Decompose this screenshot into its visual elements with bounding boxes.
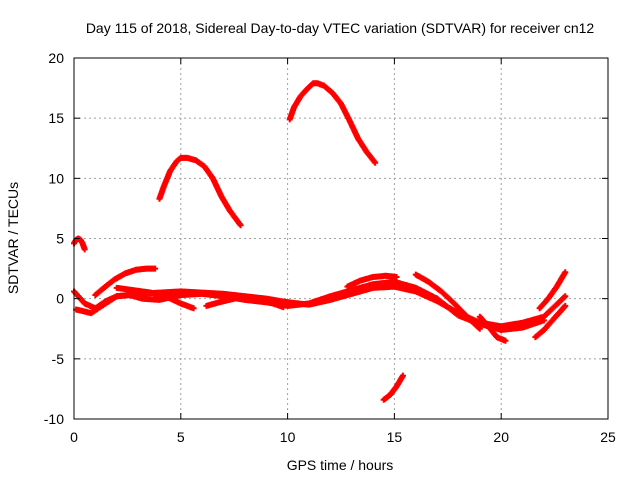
series-arc-11	[412, 271, 483, 332]
data-point	[476, 325, 483, 332]
series-arc-8	[113, 284, 197, 312]
y-tick-label: -5	[52, 351, 65, 367]
data-point	[399, 372, 406, 379]
y-tick-label: 0	[56, 291, 64, 307]
x-tick-label: 25	[600, 429, 616, 445]
series-arc-12	[476, 313, 509, 344]
x-axis-label: GPS time / hours	[287, 457, 394, 473]
grid-lines	[74, 58, 608, 419]
x-tick-label: 0	[70, 429, 78, 445]
data-point	[190, 305, 197, 312]
data-series	[71, 80, 569, 403]
y-tick-label: 20	[48, 50, 64, 66]
y-tick-label: 5	[56, 231, 64, 247]
series-arc-13	[532, 302, 569, 341]
series-arc-9	[203, 294, 287, 311]
series-arc-3	[286, 80, 379, 166]
y-tick-label: 15	[48, 110, 64, 126]
series-arc-14	[536, 269, 569, 312]
x-tick-label: 10	[280, 429, 296, 445]
x-tick-label: 20	[493, 429, 509, 445]
data-point	[562, 293, 569, 300]
data-point	[540, 317, 547, 324]
series-arc-10	[344, 272, 400, 290]
y-tick-label: 10	[48, 170, 64, 186]
data-point	[562, 269, 569, 276]
series-arc-7	[92, 265, 159, 299]
x-tick-label: 5	[177, 429, 185, 445]
axis-ticks: 0 5 10 15 20 25 -10 -5 0 5 10 15 20	[44, 50, 616, 445]
data-point	[562, 302, 569, 309]
data-point	[280, 304, 287, 311]
y-axis-label: SDTVAR / TECUs	[5, 182, 21, 294]
data-point	[237, 222, 244, 229]
series-arc-2	[156, 154, 244, 229]
y-tick-label: -10	[44, 411, 64, 427]
chart-title: Day 115 of 2018, Sidereal Day-to-day VTE…	[86, 20, 595, 36]
x-tick-label: 15	[387, 429, 403, 445]
data-point	[152, 265, 159, 272]
data-point	[502, 337, 509, 344]
series-arc-4	[380, 372, 406, 403]
data-point	[81, 246, 88, 253]
data-point	[372, 159, 379, 166]
data-point	[393, 274, 400, 281]
